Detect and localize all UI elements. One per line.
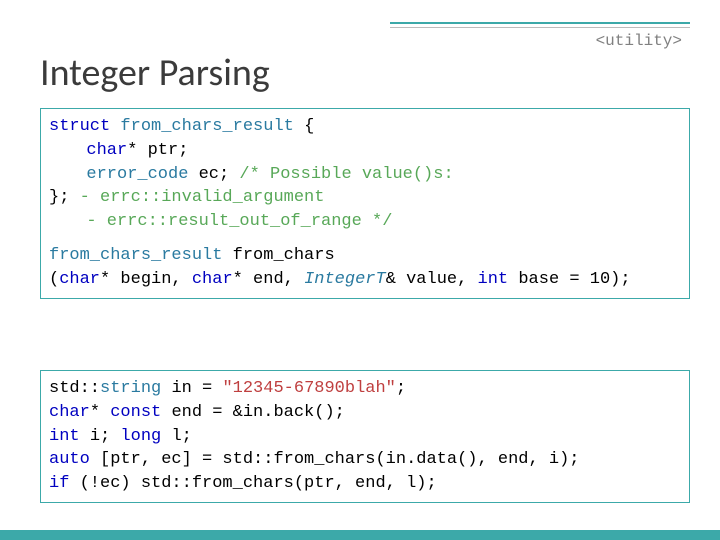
code-text: ; <box>396 379 406 398</box>
code-text: { <box>304 117 314 136</box>
type-name: error_code <box>86 165 198 184</box>
page-title: Integer Parsing <box>40 50 270 96</box>
blank-line <box>49 234 681 244</box>
code-text: }; <box>49 188 80 207</box>
code-text: i; <box>90 427 121 446</box>
code-text: * begin, <box>100 270 192 289</box>
code-line: int i; long l; <box>49 425 681 449</box>
code-line: std::string in = "12345-67890blah"; <box>49 377 681 401</box>
keyword: char <box>49 403 90 422</box>
keyword: int <box>478 270 509 289</box>
comment: - errc::result_out_of_range <box>86 212 361 231</box>
keyword: char <box>192 270 233 289</box>
string-literal: "12345-67890blah" <box>222 379 395 398</box>
code-text: base = 10); <box>508 270 630 289</box>
code-text: ec; <box>199 165 240 184</box>
keyword: auto <box>49 450 100 469</box>
keyword: char <box>59 270 100 289</box>
footer-bar <box>0 530 720 540</box>
keyword: const <box>110 403 171 422</box>
comment: - errc::invalid_argument <box>80 188 325 207</box>
code-text: * <box>90 403 110 422</box>
code-text: * end, <box>233 270 304 289</box>
code-line: auto [ptr, ec] = std::from_chars(in.data… <box>49 448 681 472</box>
header-divider <box>390 22 690 28</box>
code-line: char* ptr; <box>49 139 681 163</box>
code-line: }; - errc::invalid_argument <box>49 186 681 210</box>
keyword: char <box>86 141 127 160</box>
code-block-example: std::string in = "12345-67890blah"; char… <box>40 370 690 503</box>
code-line: error_code ec; /* Possible value()s: <box>49 163 681 187</box>
header-tag: <utility> <box>596 32 682 50</box>
code-text: l; <box>171 427 191 446</box>
code-line: - errc::result_out_of_range */ <box>49 210 681 234</box>
code-text: * ptr; <box>127 141 188 160</box>
code-block-declaration: struct from_chars_result { char* ptr; er… <box>40 108 690 299</box>
code-text: end = &in.back(); <box>171 403 344 422</box>
code-line: (char* begin, char* end, IntegerT& value… <box>49 268 681 292</box>
code-text: & value, <box>386 270 478 289</box>
type-name: from_chars_result <box>110 117 304 136</box>
code-line: struct from_chars_result { <box>49 115 681 139</box>
keyword: int <box>49 427 90 446</box>
code-line: char* const end = &in.back(); <box>49 401 681 425</box>
code-text: in = <box>171 379 222 398</box>
code-line: from_chars_result from_chars <box>49 244 681 268</box>
code-text: ( <box>49 270 59 289</box>
keyword: long <box>120 427 171 446</box>
code-text: from_chars <box>233 246 335 265</box>
code-text: [ptr, ec] = std::from_chars(in.data(), e… <box>100 450 579 469</box>
keyword: struct <box>49 117 110 136</box>
type-param: IntegerT <box>304 270 386 289</box>
code-text: std:: <box>49 379 100 398</box>
comment: */ <box>362 212 393 231</box>
comment: /* Possible value()s: <box>239 165 453 184</box>
code-text: (!ec) std::from_chars(ptr, end, l); <box>80 474 437 493</box>
keyword: if <box>49 474 80 493</box>
type-name: string <box>100 379 171 398</box>
type-name: from_chars_result <box>49 246 233 265</box>
code-line: if (!ec) std::from_chars(ptr, end, l); <box>49 472 681 496</box>
